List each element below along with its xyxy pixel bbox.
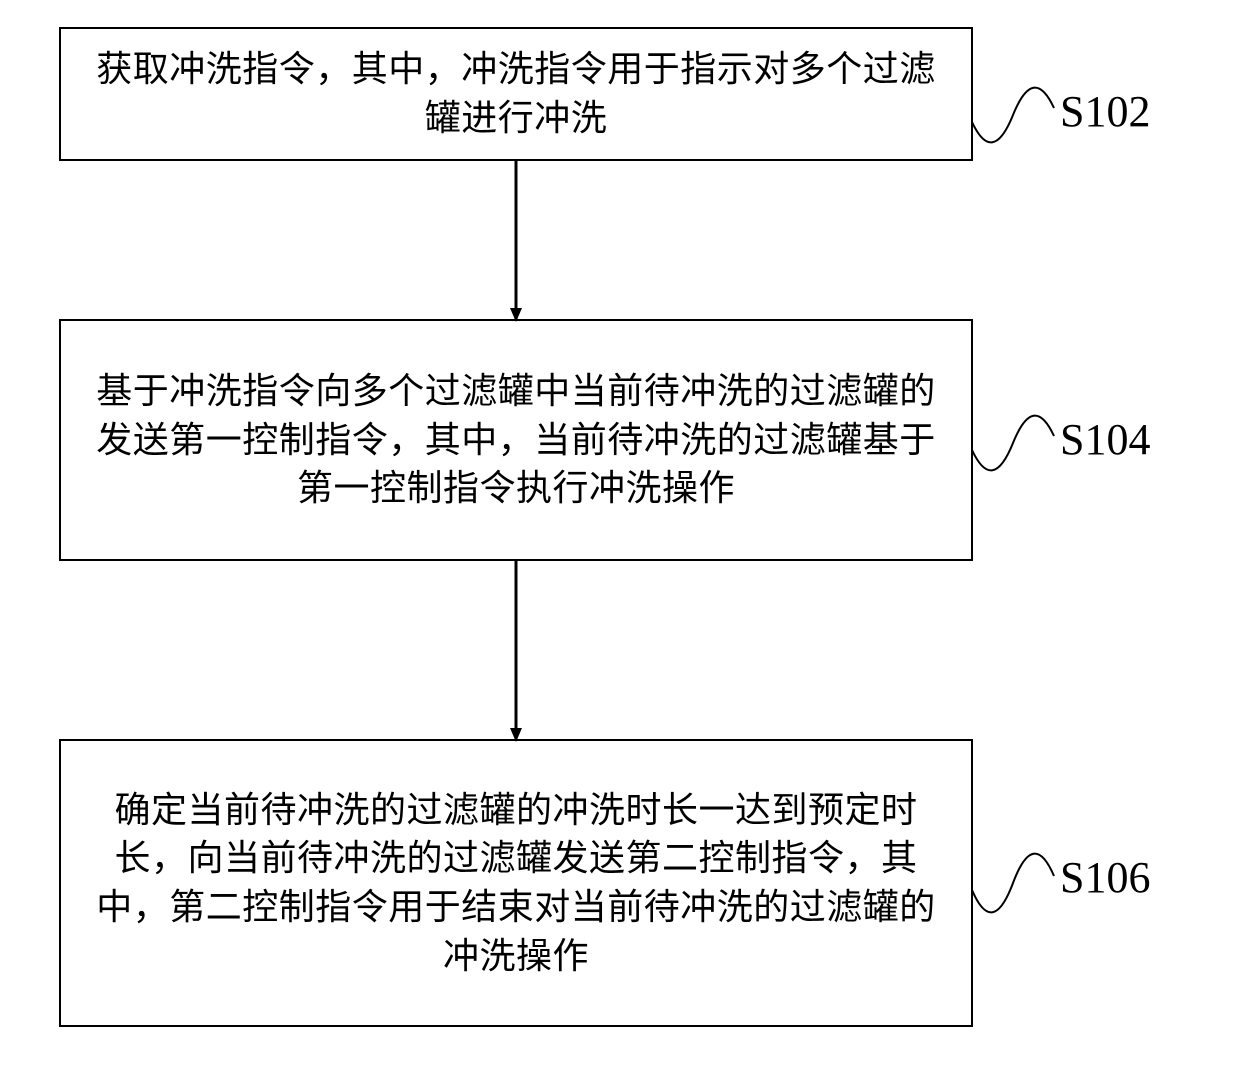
flow-step-text: 获取冲洗指令，其中，冲洗指令用于指示对多个过滤罐进行冲洗: [84, 45, 948, 142]
step-label-s104: S104: [1060, 414, 1150, 465]
flow-step-s104: 基于冲洗指令向多个过滤罐中当前待冲洗的过滤罐的发送第一控制指令，其中，当前待冲洗…: [60, 320, 972, 560]
flow-step-text: 确定当前待冲洗的过滤罐的冲洗时长一达到预定时长，向当前待冲洗的过滤罐发送第二控制…: [84, 786, 948, 980]
flow-step-s102: 获取冲洗指令，其中，冲洗指令用于指示对多个过滤罐进行冲洗: [60, 28, 972, 160]
flowchart-canvas: 获取冲洗指令，其中，冲洗指令用于指示对多个过滤罐进行冲洗 S102 基于冲洗指令向多…: [0, 0, 1237, 1065]
step-label-s106: S106: [1060, 852, 1150, 903]
flow-step-s106: 确定当前待冲洗的过滤罐的冲洗时长一达到预定时长，向当前待冲洗的过滤罐发送第二控制…: [60, 740, 972, 1026]
flow-step-text: 基于冲洗指令向多个过滤罐中当前待冲洗的过滤罐的发送第一控制指令，其中，当前待冲洗…: [84, 367, 948, 513]
step-label-s102: S102: [1060, 86, 1150, 137]
